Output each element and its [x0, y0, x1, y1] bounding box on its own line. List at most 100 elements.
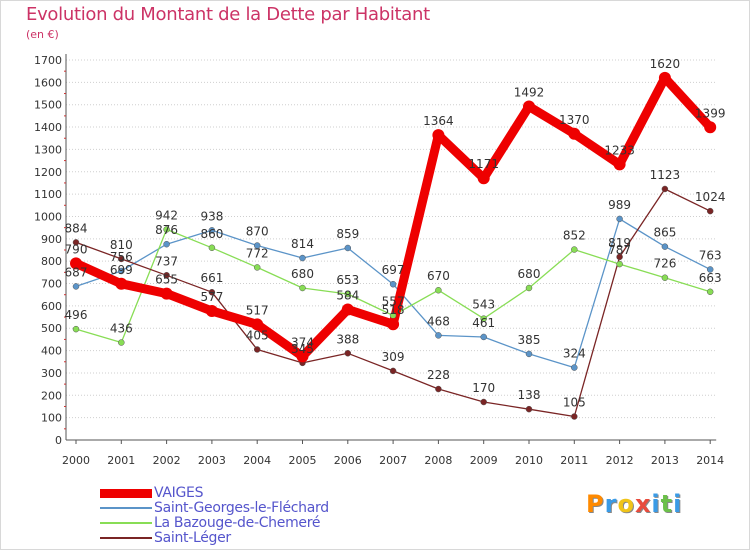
data-label: 543 [472, 298, 495, 312]
proxiti-logo: Proxiti [586, 490, 682, 518]
data-point [72, 325, 80, 333]
x-tick-label: 2003 [198, 454, 226, 467]
data-label: 661 [200, 271, 223, 285]
data-label: 385 [518, 333, 541, 347]
data-label: 865 [653, 226, 676, 240]
data-label: 790 [65, 242, 88, 256]
data-label: 852 [563, 229, 586, 243]
data-label: 653 [336, 273, 359, 287]
data-label: 324 [563, 347, 586, 361]
y-tick-label: 1700 [34, 54, 62, 67]
data-point [299, 284, 306, 292]
data-label: 942 [155, 208, 178, 222]
y-tick-label: 600 [41, 300, 62, 313]
series-points [70, 71, 717, 420]
logo-letter: i [651, 490, 661, 518]
y-tick-label: 1000 [34, 210, 62, 223]
data-point [480, 398, 487, 406]
y-tick-label: 800 [41, 255, 62, 268]
x-axis-ticks: 2000 2001 2002 2003 2004 2005 2006 2007 2008 2009… [62, 440, 724, 467]
legend-item-la-bazouge: La Bazouge-de-Chemeré [100, 515, 320, 531]
x-tick-label: 2013 [651, 454, 679, 467]
data-point [571, 413, 578, 420]
data-point [435, 385, 442, 393]
data-point [616, 260, 623, 268]
data-labels: 687 756 876 938 870 814 859 697 468 461 385 324 989 8… [65, 57, 726, 410]
data-point [706, 288, 714, 296]
legend-item-saint-georges: Saint-Georges-le-Fléchard [100, 500, 329, 516]
data-point [389, 280, 397, 288]
data-label: 699 [110, 263, 133, 277]
y-tick-label: 1200 [34, 166, 62, 179]
data-label: 763 [699, 248, 722, 262]
data-point [525, 405, 533, 413]
data-label: 388 [336, 332, 359, 346]
data-label: 772 [246, 246, 269, 260]
data-point [341, 303, 354, 316]
x-tick-label: 2010 [515, 454, 543, 467]
data-point [661, 243, 669, 250]
data-point [163, 272, 170, 279]
data-point [208, 288, 216, 296]
x-tick-label: 2005 [289, 454, 317, 467]
data-label: 810 [110, 238, 133, 252]
data-label: 1399 [695, 106, 726, 120]
x-tick-label: 2014 [696, 454, 724, 467]
data-label: 859 [336, 227, 359, 241]
data-point [70, 257, 82, 270]
legend-label-saint-georges: Saint-Georges-le-Fléchard [154, 500, 329, 516]
data-label: 461 [472, 316, 495, 330]
data-label: 663 [699, 271, 722, 285]
data-label: 687 [65, 265, 88, 279]
data-label: 876 [155, 223, 178, 237]
data-label: 577 [200, 290, 223, 304]
data-point [523, 100, 535, 113]
grid [66, 59, 717, 441]
chart-title: Evolution du Montant de la Dette par Hab… [26, 4, 430, 25]
data-point [344, 290, 352, 298]
data-label: 228 [427, 368, 450, 382]
logo-letter: o [617, 490, 635, 518]
data-point [571, 246, 578, 253]
data-point [613, 158, 626, 171]
data-point [389, 367, 397, 375]
data-point [208, 227, 216, 234]
data-point [435, 286, 442, 294]
data-label: 1171 [468, 157, 499, 171]
data-point [72, 283, 80, 290]
data-label: 655 [155, 273, 178, 287]
data-label: 405 [246, 328, 269, 342]
chart-unit-label: (en €) [26, 28, 59, 41]
legend-swatch-saint-leger [100, 537, 152, 539]
data-point [477, 172, 490, 185]
y-tick-label: 300 [41, 367, 62, 380]
data-label: 737 [155, 254, 178, 268]
data-label: 557 [382, 294, 405, 308]
x-tick-label: 2009 [470, 454, 498, 467]
data-point [568, 127, 581, 140]
legend-label-saint-leger: Saint-Léger [154, 530, 231, 546]
legend-label-la-bazouge: La Bazouge-de-Chemeré [154, 515, 321, 531]
data-point [661, 274, 669, 281]
data-point [344, 244, 352, 252]
data-point [706, 266, 714, 273]
data-point [251, 318, 264, 331]
y-tick-label: 400 [41, 345, 62, 358]
y-tick-label: 1300 [34, 143, 62, 156]
data-point [432, 129, 445, 142]
data-point [661, 185, 669, 193]
data-point [118, 255, 125, 263]
data-label: 1233 [604, 143, 635, 157]
legend-item-saint-leger: Saint-Léger [100, 530, 231, 546]
data-point [253, 242, 261, 249]
data-label: 1024 [695, 190, 726, 204]
data-point [706, 207, 714, 215]
data-label: 345 [291, 342, 314, 356]
data-label: 756 [110, 250, 133, 264]
data-label: 938 [200, 209, 223, 223]
data-point [344, 350, 352, 357]
data-label: 1364 [423, 114, 454, 128]
data-point [658, 71, 671, 84]
y-tick-label: 900 [41, 233, 62, 246]
